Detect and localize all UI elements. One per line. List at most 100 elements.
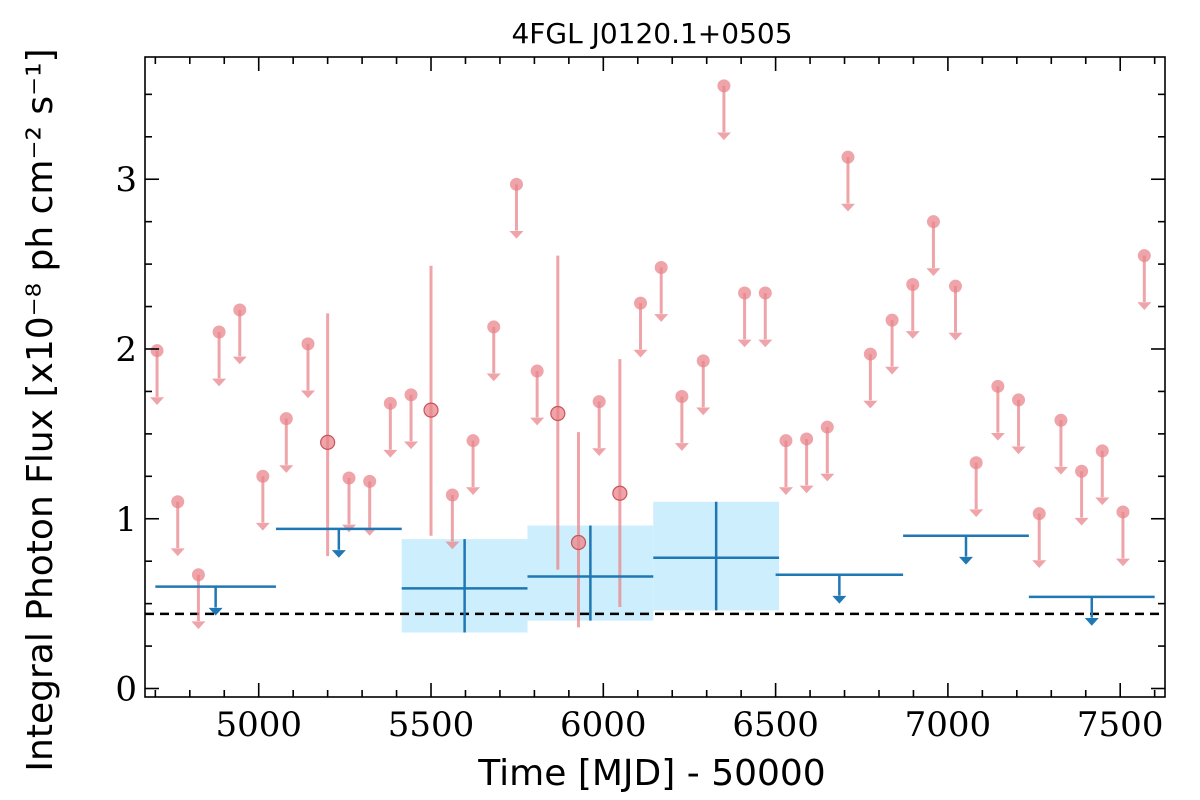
short-bin-upper-limit-point <box>991 379 1005 393</box>
y-tick-label: 1 <box>115 500 137 540</box>
x-tick-label: 5500 <box>388 705 475 745</box>
short-bin-upper-limit-point <box>969 456 983 470</box>
short-bin-upper-limit-point <box>1116 505 1130 519</box>
long-bin-upper-limit-arrowhead <box>208 607 223 616</box>
x-tick-label: 6000 <box>560 705 647 745</box>
short-bin-upper-limit-point <box>634 296 648 310</box>
short-bin-upper-limit-point <box>738 286 752 300</box>
short-bin-upper-limit-point <box>279 412 293 426</box>
short-bin-upper-limit-arrowhead <box>383 449 398 458</box>
short-bin-upper-limit-arrowhead <box>232 356 247 365</box>
short-bin-upper-limit-point <box>530 364 544 378</box>
short-bin-upper-limit-point <box>150 344 164 358</box>
short-bin-upper-limit-arrowhead <box>255 522 270 531</box>
short-bin-upper-limit-arrowhead <box>948 332 963 341</box>
chart-title: 4FGL J0120.1+0505 <box>511 17 792 50</box>
short-bin-upper-limit-arrowhead <box>654 314 669 322</box>
short-bin-upper-limit-arrowhead <box>445 541 460 550</box>
short-bin-upper-limit-point <box>1075 464 1089 478</box>
short-bin-upper-limit-point <box>820 420 834 434</box>
long-bin-upper-limit-arrowhead <box>958 556 973 565</box>
plot-frame <box>144 56 1166 698</box>
short-bin-upper-limit-arrowhead <box>737 339 752 348</box>
short-bin-upper-limit-point <box>1095 444 1109 458</box>
short-bin-upper-limit-point <box>487 320 501 334</box>
short-bin-upper-limit-arrowhead <box>799 485 814 494</box>
long-bin-upper-limit-arrowhead <box>331 550 346 558</box>
short-bin-upper-limit-point <box>191 568 205 582</box>
short-bin-detection-point <box>612 485 628 501</box>
short-bin-upper-limit-arrowhead <box>279 465 294 473</box>
short-bin-upper-limit-arrowhead <box>820 473 835 482</box>
short-bin-upper-limit-arrowhead <box>404 441 419 450</box>
short-bin-upper-limit-point <box>885 313 899 327</box>
short-bin-upper-limit-point <box>717 79 731 93</box>
short-bin-upper-limit-point <box>1137 249 1151 263</box>
short-bin-upper-limit-point <box>863 347 877 361</box>
short-bin-upper-limit-point <box>841 150 855 164</box>
short-bin-upper-limit-arrowhead <box>1095 497 1110 506</box>
short-bin-upper-limit-point <box>301 337 315 351</box>
y-tick-label: 0 <box>115 670 137 710</box>
y-axis-label: Integral Photon Flux [x10⁻⁸ ph cm⁻² s⁻¹] <box>20 48 61 771</box>
short-bin-upper-limit-arrowhead <box>212 378 227 387</box>
short-bin-upper-limit-point <box>758 286 772 300</box>
x-axis-label: Time [MJD] - 50000 <box>477 753 825 794</box>
short-bin-upper-limit-point <box>256 469 270 483</box>
short-bin-upper-limit-point <box>233 303 247 317</box>
short-bin-upper-limit-point <box>696 354 710 368</box>
short-bin-upper-limit-arrowhead <box>990 432 1005 441</box>
long-bin-upper-limit-arrowhead <box>1084 618 1099 626</box>
short-bin-upper-limit-arrowhead <box>716 132 731 141</box>
short-bin-upper-limit-point <box>906 277 920 291</box>
short-bin-upper-limit-point <box>1032 507 1046 521</box>
short-bin-upper-limit-point <box>363 474 377 488</box>
short-bin-upper-limit-point <box>654 261 668 275</box>
short-bin-upper-limit-point <box>948 279 962 293</box>
long-bin-upper-limit-arrowhead <box>832 595 847 604</box>
short-bin-detection-point <box>423 402 439 418</box>
short-bin-upper-limit-arrowhead <box>530 417 545 426</box>
short-bin-upper-limit-point <box>342 471 356 485</box>
short-bin-upper-limit-arrowhead <box>840 203 855 212</box>
y-tick-label: 3 <box>115 160 137 200</box>
short-bin-upper-limit-point <box>466 434 480 448</box>
short-bin-detection-point <box>570 534 587 551</box>
short-bin-upper-limit-arrowhead <box>1115 558 1130 567</box>
short-bin-upper-limit-arrowhead <box>758 339 773 348</box>
short-bin-upper-limit-arrowhead <box>150 397 165 406</box>
short-bin-upper-limit-point <box>383 396 397 410</box>
x-tick-label: 7500 <box>1077 705 1164 745</box>
plot-area <box>145 79 1165 633</box>
short-bin-upper-limit-arrowhead <box>863 400 878 409</box>
short-bin-upper-limit-arrowhead <box>969 509 984 518</box>
short-bin-upper-limit-arrowhead <box>905 331 920 339</box>
short-bin-upper-limit-arrowhead <box>486 373 501 382</box>
short-bin-upper-limit-arrowhead <box>1137 302 1152 310</box>
short-bin-upper-limit-point <box>926 215 940 229</box>
short-bin-upper-limit-arrowhead <box>1011 446 1026 455</box>
short-bin-upper-limit-arrowhead <box>926 268 941 276</box>
x-tick-label: 7000 <box>905 705 992 745</box>
short-bin-upper-limit-point <box>675 390 689 404</box>
short-bin-upper-limit-arrowhead <box>633 349 648 358</box>
short-bin-upper-limit-point <box>1012 393 1026 407</box>
short-bin-upper-limit-arrowhead <box>1074 517 1089 526</box>
x-tick-label: 5000 <box>215 705 302 745</box>
short-bin-upper-limit-point <box>1054 413 1068 427</box>
short-bin-upper-limit-arrowhead <box>592 448 607 456</box>
short-bin-detection-point <box>320 434 336 450</box>
short-bin-upper-limit-point <box>445 488 459 502</box>
short-bin-upper-limit-point <box>800 432 814 446</box>
short-bin-upper-limit-point <box>509 177 523 191</box>
short-bin-upper-limit-point <box>592 395 606 409</box>
short-bin-upper-limit-arrowhead <box>191 621 206 630</box>
short-bin-upper-limit-point <box>212 325 226 339</box>
x-tick-label: 6500 <box>732 705 819 745</box>
axes: 5000 5500 6000 6500 7000 7500 0 1 2 3 <box>115 56 1166 745</box>
short-bin-upper-limit-point <box>404 388 418 402</box>
short-bin-upper-limit-arrowhead <box>778 487 793 495</box>
short-bin-upper-limit-arrowhead <box>885 366 900 375</box>
short-bin-upper-limit-arrowhead <box>509 230 524 239</box>
